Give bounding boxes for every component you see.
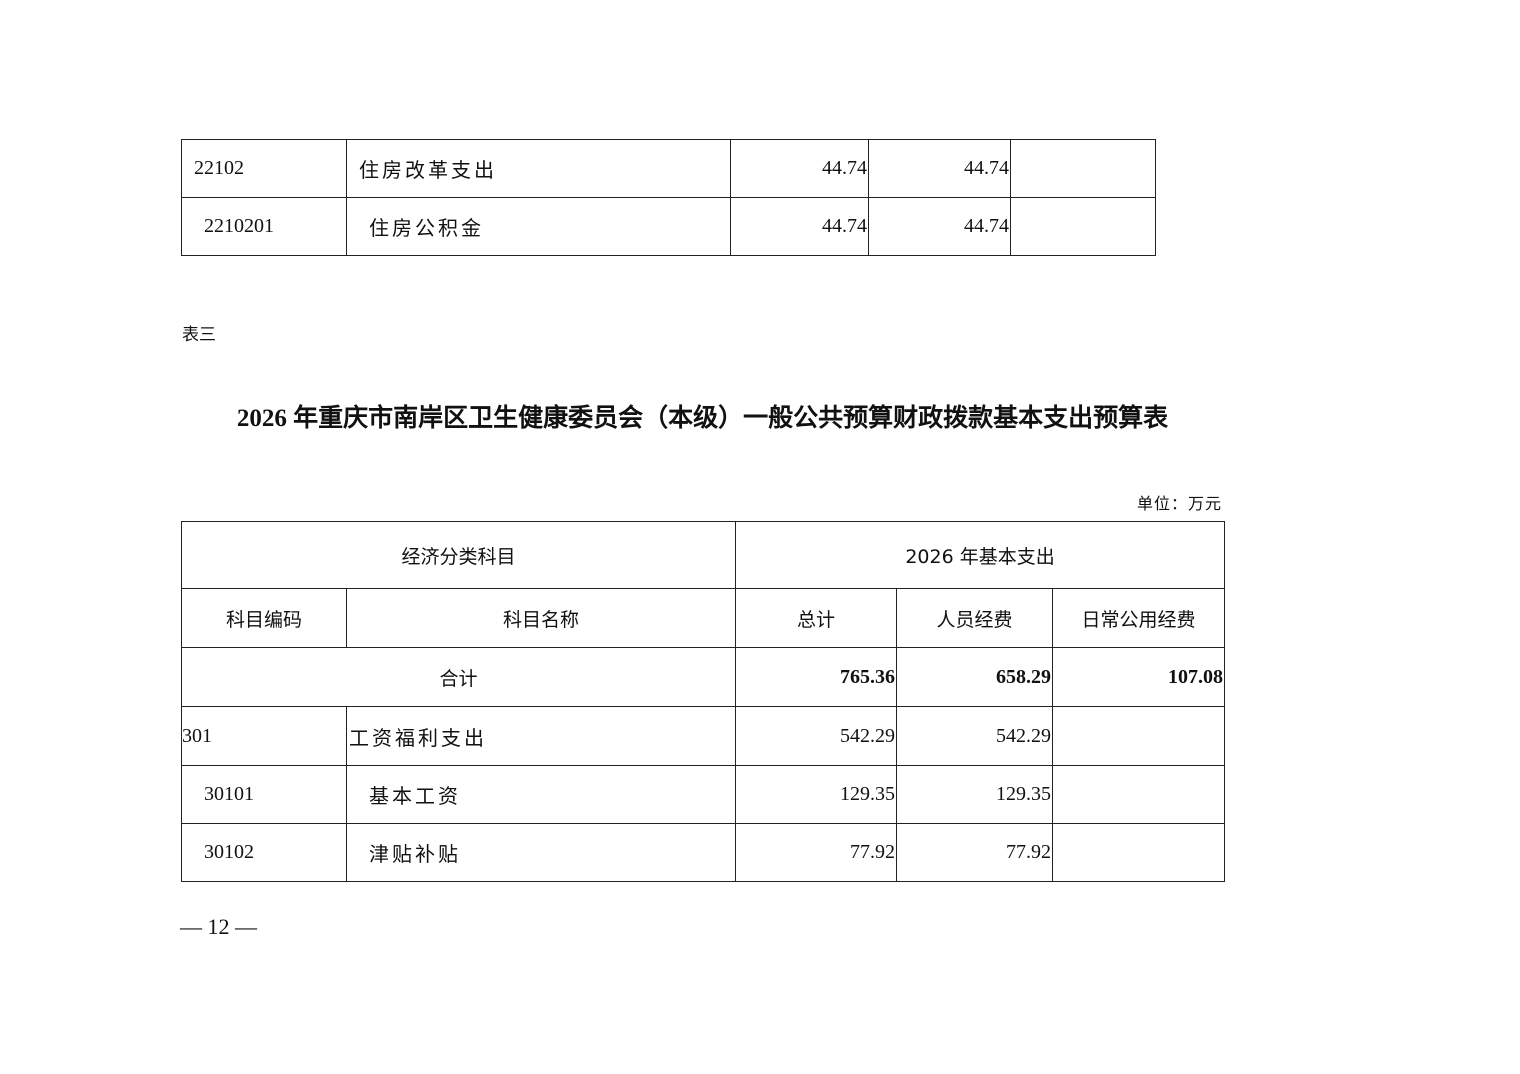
group-header-right: 2026 年基本支出 [735,521,1226,589]
header-public: 日常公用经费 [1052,588,1226,648]
code-cell: 301 [181,706,347,766]
public-cell [1010,139,1156,198]
total-cell: 44.74 [730,197,869,256]
personnel-cell: 77.92 [896,823,1054,882]
public-cell [1010,197,1156,256]
sum-label: 合计 [180,647,737,707]
table-row: 301 工资福利支出 542.29 542.29 [181,706,1226,766]
page-title: 2026 年重庆市南岸区卫生健康委员会（本级）一般公共预算财政拨款基本支出预算表 [236,405,1169,432]
total-cell: 129.35 [735,765,898,824]
personnel-cell: 44.74 [868,139,1011,198]
unit-label: 单位：万元 [1136,496,1222,513]
previous-table: 22102 住房改革支出 44.74 44.74 2210201 住房公积金 4… [181,139,1156,256]
name-cell: 基本工资 [345,765,737,824]
header-name: 科目名称 [345,588,737,648]
header-row: 科目编码 科目名称 总计 人员经费 日常公用经费 [181,588,1226,648]
budget-table: 经济分类科目 2026 年基本支出 科目编码 科目名称 总计 人员经费 日常公用… [180,521,1226,882]
public-cell [1052,765,1226,824]
code-cell: 30102 [181,823,347,882]
name-cell: 住房改革支出 [346,139,731,198]
page-number: — 12 — [180,914,257,939]
table-label: 表三 [182,325,216,344]
total-cell: 77.92 [735,823,898,882]
sum-row: 合计 765.36 658.29 107.08 [180,647,1226,707]
sum-public: 107.08 [1052,647,1226,707]
table-row: 2210201 住房公积金 44.74 44.74 [181,197,1156,256]
header-personnel: 人员经费 [896,588,1054,648]
group-header-left: 经济分类科目 [180,521,737,589]
code-cell: 30101 [181,765,347,824]
name-cell: 工资福利支出 [345,706,737,766]
personnel-cell: 542.29 [896,706,1054,766]
total-cell: 542.29 [735,706,898,766]
code-cell: 2210201 [181,197,347,256]
header-code: 科目编码 [181,588,347,648]
personnel-cell: 129.35 [896,765,1054,824]
personnel-cell: 44.74 [868,197,1011,256]
table-row: 22102 住房改革支出 44.74 44.74 [181,139,1156,198]
table-row: 30101 基本工资 129.35 129.35 [181,765,1226,824]
code-cell: 22102 [181,139,347,198]
name-cell: 住房公积金 [346,197,731,256]
name-cell: 津贴补贴 [345,823,737,882]
header-total: 总计 [735,588,898,648]
public-cell [1052,706,1226,766]
group-header-row: 经济分类科目 2026 年基本支出 [180,521,1226,589]
table-row: 30102 津贴补贴 77.92 77.92 [181,823,1226,882]
public-cell [1052,823,1226,882]
sum-personnel: 658.29 [896,647,1054,707]
total-cell: 44.74 [730,139,869,198]
sum-total: 765.36 [735,647,898,707]
